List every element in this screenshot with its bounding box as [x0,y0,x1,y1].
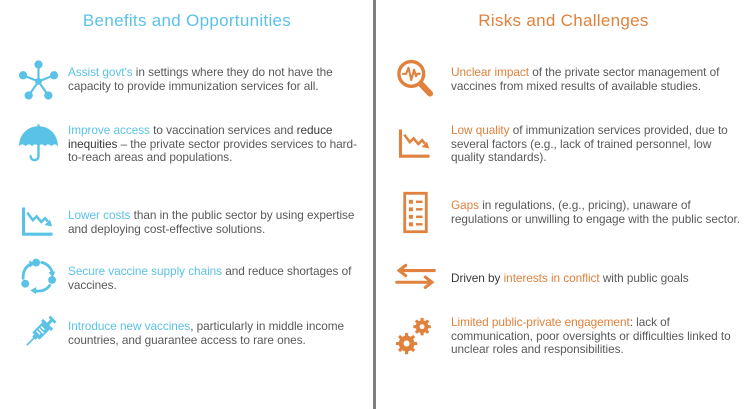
list-item: Assist govt's in settings where they do … [14,57,366,102]
text-segment: interests in conflict [503,270,603,285]
text-segment: Low quality [451,123,513,138]
list-item: Unclear impact of the private sector man… [391,57,743,102]
text-segment: of immunization services provided, due t… [451,123,728,165]
benefits-column: Benefits and Opportunities Assist govt's… [0,0,374,409]
list-item: Low quality of immunization services pro… [391,122,743,167]
cycle-icon [14,256,62,301]
text-segment: of the private sector management of vacc… [451,64,720,93]
umbrella-icon [14,122,62,167]
list-item: Gaps in regulations, (e.g., pricing), un… [391,190,743,235]
magnifier-pulse-icon [391,57,439,102]
benefits-title: Benefits and Opportunities [82,11,292,30]
checklist-icon [391,190,439,235]
list-item: Introduce new vaccines, particularly in … [14,311,366,356]
text-segment: – the private sector provides services t… [68,136,357,165]
text-segment: , particularly in middle income countrie… [68,318,345,347]
item-text: Limited public-private engagement: lack … [451,315,743,357]
text-segment: Secure vaccine supply chains [68,263,226,278]
text-segment: Driven by [451,270,504,285]
chart-decline-icon [14,200,62,245]
text-segment: Improve access [68,123,154,138]
list-item: Lower costs than in the public sector by… [14,200,366,245]
text-segment: reduce inequities [68,123,333,151]
risks-column: Risks and Challenges Unclear impact of t… [377,0,750,409]
text-segment: with public goals [602,270,689,285]
list-item: Secure vaccine supply chains and reduce … [14,256,366,301]
arrows-swap-icon [391,256,439,301]
list-item: Limited public-private engagement: lack … [391,314,743,359]
item-text: Unclear impact of the private sector man… [451,64,743,93]
item-text: Lower costs than in the public sector by… [68,207,366,236]
text-segment: Limited public-private engagement [451,315,630,330]
text-segment: and reduce shortages of vaccines. [68,263,352,292]
gears-icon [391,314,439,359]
list-item: Improve access to vaccination services a… [14,122,366,167]
item-text: Low quality of immunization services pro… [451,123,743,165]
text-segment: Unclear impact [451,64,533,79]
item-text: Secure vaccine supply chains and reduce … [68,263,366,292]
text-segment: Introduce new vaccines [68,318,191,333]
text-segment: Assist govt's [68,64,136,79]
item-text: Improve access to vaccination services a… [68,123,366,165]
molecule-icon [14,57,62,102]
risks-title: Risks and Challenges [478,11,649,30]
column-divider [373,0,376,409]
chart-decline-icon [391,122,439,167]
list-item: Driven by interests in conflict with pub… [391,256,743,301]
item-text: Assist govt's in settings where they do … [68,64,366,93]
text-segment: Lower costs [68,207,134,222]
text-segment: to vaccination services and [153,123,297,138]
syringe-icon [14,311,62,356]
text-segment: in settings where they do not have the c… [68,64,333,93]
item-text: Driven by interests in conflict with pub… [451,270,743,286]
text-segment: than in the public sector by using exper… [68,207,355,236]
item-text: Gaps in regulations, (e.g., pricing), un… [451,197,743,226]
text-segment: Gaps [451,197,483,212]
text-segment: : lack of communication, poor oversights… [451,315,731,357]
text-segment: in regulations, (e.g., pricing), unaware… [451,197,740,226]
item-text: Introduce new vaccines, particularly in … [68,318,366,347]
